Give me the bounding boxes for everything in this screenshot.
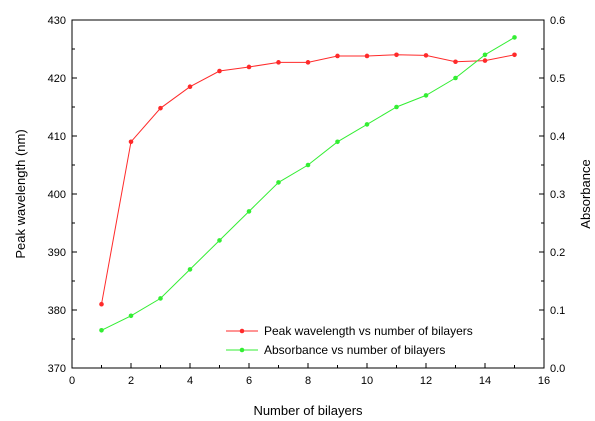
x-tick-label: 12 (420, 375, 432, 387)
y-left-tick-label: 430 (48, 15, 66, 27)
legend-marker-peak-wavelength (239, 328, 245, 334)
x-tick-label: 16 (538, 375, 550, 387)
data-point-peak-wavelength (305, 60, 311, 65)
y-left-tick-label: 400 (48, 189, 66, 201)
y-left-tick-label: 410 (48, 131, 66, 143)
data-point-peak-wavelength (99, 301, 104, 307)
data-point-peak-wavelength (423, 53, 429, 58)
y-right-tick-label: 0.1 (550, 305, 565, 317)
data-point-peak-wavelength (187, 84, 193, 89)
x-tick-label: 6 (246, 375, 252, 387)
data-point-absorbance (217, 238, 222, 243)
series-line-peak-wavelength (101, 54, 515, 305)
x-axis-title: Number of bilayers (253, 403, 363, 418)
series-layer (99, 35, 517, 333)
y-right-tick-label: 0.4 (550, 131, 565, 143)
data-point-peak-wavelength (276, 60, 281, 65)
data-point-absorbance (99, 328, 104, 333)
y-left-tick-label: 380 (48, 305, 66, 317)
series-line-absorbance (101, 36, 515, 331)
x-tick-label: 10 (361, 375, 373, 387)
y-left-axis-ticks: 370 380 390 400 410 420 430 (48, 15, 77, 375)
y-right-tick-label: 0.5 (550, 73, 565, 85)
y-right-tick-label: 0.2 (550, 247, 565, 259)
legend-label-absorbance: Absorbance vs number of bilayers (264, 343, 445, 357)
data-point-absorbance (512, 35, 517, 40)
x-tick-label: 0 (69, 375, 75, 387)
data-point-absorbance (158, 296, 163, 301)
data-point-peak-wavelength (453, 59, 458, 65)
x-axis-ticks: 0 2 4 6 8 10 12 14 16 (69, 363, 550, 387)
legend-label-peak-wavelength: Peak wavelength vs number of bilayers (264, 324, 473, 338)
data-point-absorbance (335, 139, 340, 145)
y-left-tick-label: 390 (48, 247, 66, 259)
data-point-absorbance (246, 209, 252, 214)
data-point-absorbance (423, 93, 429, 98)
data-point-peak-wavelength (128, 139, 134, 145)
y-left-axis-title: Peak wavelength (nm) (13, 129, 28, 258)
y-left-tick-label: 420 (48, 73, 66, 85)
data-point-peak-wavelength (246, 64, 252, 70)
data-point-absorbance (453, 75, 458, 81)
data-point-absorbance (128, 313, 134, 319)
data-point-peak-wavelength (394, 52, 399, 58)
y-right-tick-label: 0.3 (550, 189, 565, 201)
data-point-absorbance (187, 267, 193, 272)
legend-marker-absorbance (239, 347, 245, 353)
data-point-peak-wavelength (217, 68, 222, 74)
data-point-absorbance (394, 104, 399, 110)
data-point-peak-wavelength (158, 105, 163, 111)
data-point-absorbance (305, 162, 311, 168)
y-right-axis-ticks: 0.0 0.1 0.2 0.3 0.4 0.5 0.6 (539, 15, 565, 375)
x-tick-label: 4 (187, 375, 193, 387)
y-right-tick-label: 0.6 (550, 15, 565, 27)
x-tick-label: 2 (128, 375, 134, 387)
x-tick-label: 14 (479, 375, 491, 387)
legend: Peak wavelength vs number of bilayers Ab… (226, 324, 473, 357)
data-point-peak-wavelength (482, 58, 488, 63)
data-point-peak-wavelength (512, 52, 517, 58)
data-point-peak-wavelength (335, 53, 340, 59)
data-point-absorbance (482, 52, 488, 58)
y-right-tick-label: 0.0 (550, 363, 565, 375)
plot-frame (71, 19, 545, 369)
data-point-absorbance (364, 122, 370, 127)
data-point-peak-wavelength (364, 53, 370, 59)
x-tick-label: 8 (305, 375, 311, 387)
y-right-axis-title: Absorbance (578, 159, 593, 228)
y-left-tick-label: 370 (48, 363, 66, 375)
data-point-absorbance (276, 180, 281, 185)
